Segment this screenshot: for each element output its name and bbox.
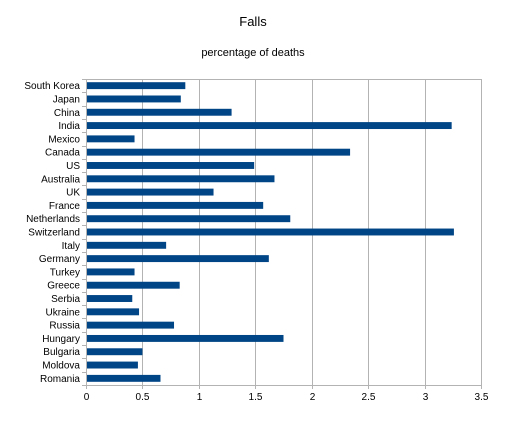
category-label: South Korea <box>24 81 80 92</box>
bar-turkey <box>87 268 135 276</box>
x-tick-label: 3 <box>423 392 429 403</box>
category-label: Moldova <box>42 361 80 372</box>
x-tick-label: 0 <box>84 392 90 403</box>
category-label: Greece <box>47 281 80 292</box>
category-label: Germany <box>39 254 80 265</box>
category-label: Australia <box>41 174 80 185</box>
category-label: Turkey <box>50 267 80 278</box>
x-tick-label: 2 <box>310 392 316 403</box>
bar-canada <box>87 148 351 156</box>
category-label: Hungary <box>42 334 80 345</box>
category-label: UK <box>66 188 80 199</box>
bar-mexico <box>87 135 135 143</box>
chart-subtitle: percentage of deaths <box>201 47 305 59</box>
bar-ukraine <box>87 308 140 316</box>
category-label: Japan <box>53 94 80 105</box>
bar-china <box>87 108 232 116</box>
bar-greece <box>87 281 180 289</box>
category-label: Romania <box>40 374 80 385</box>
bars <box>87 82 454 382</box>
category-label: Italy <box>62 241 80 252</box>
category-label: Serbia <box>51 294 80 305</box>
bar-south-korea <box>87 82 186 90</box>
category-label: Bulgaria <box>43 347 80 358</box>
category-label: Canada <box>45 148 80 159</box>
bar-romania <box>87 374 161 382</box>
bar-bulgaria <box>87 348 143 356</box>
bar-russia <box>87 321 175 329</box>
bar-india <box>87 122 452 130</box>
x-tick-label: 0.5 <box>136 392 150 403</box>
x-tick-label: 2.5 <box>362 392 376 403</box>
bar-moldova <box>87 361 138 369</box>
chart-title: Falls <box>239 14 267 29</box>
bar-italy <box>87 241 167 249</box>
category-label: Russia <box>49 321 80 332</box>
x-tick-labels: 0 0.5 1 1.5 2 2.5 3 3.5 <box>84 392 489 403</box>
bar-france <box>87 201 264 209</box>
bar-germany <box>87 255 269 263</box>
category-label: Netherlands <box>26 214 80 225</box>
category-label: Mexico <box>48 134 80 145</box>
bar-uk <box>87 188 214 196</box>
bar-serbia <box>87 295 133 302</box>
x-tick-label: 1.5 <box>249 392 263 403</box>
category-label: India <box>58 121 80 132</box>
x-tick-label: 1 <box>197 392 203 403</box>
bar-japan <box>87 95 181 103</box>
bar-australia <box>87 175 275 183</box>
x-tick-label: 3.5 <box>475 392 489 403</box>
bar-switzerland <box>87 228 454 236</box>
category-labels: South Korea Japan China India Mexico Canada US… <box>24 81 80 385</box>
category-label: China <box>54 108 81 119</box>
category-label: France <box>49 201 81 212</box>
bar-hungary <box>87 334 284 342</box>
axes <box>82 79 482 389</box>
category-label: US <box>66 161 80 172</box>
bar-us <box>87 162 255 169</box>
bar-netherlands <box>87 215 291 223</box>
category-label: Ukraine <box>46 307 81 318</box>
category-label: Switzerland <box>28 228 80 239</box>
